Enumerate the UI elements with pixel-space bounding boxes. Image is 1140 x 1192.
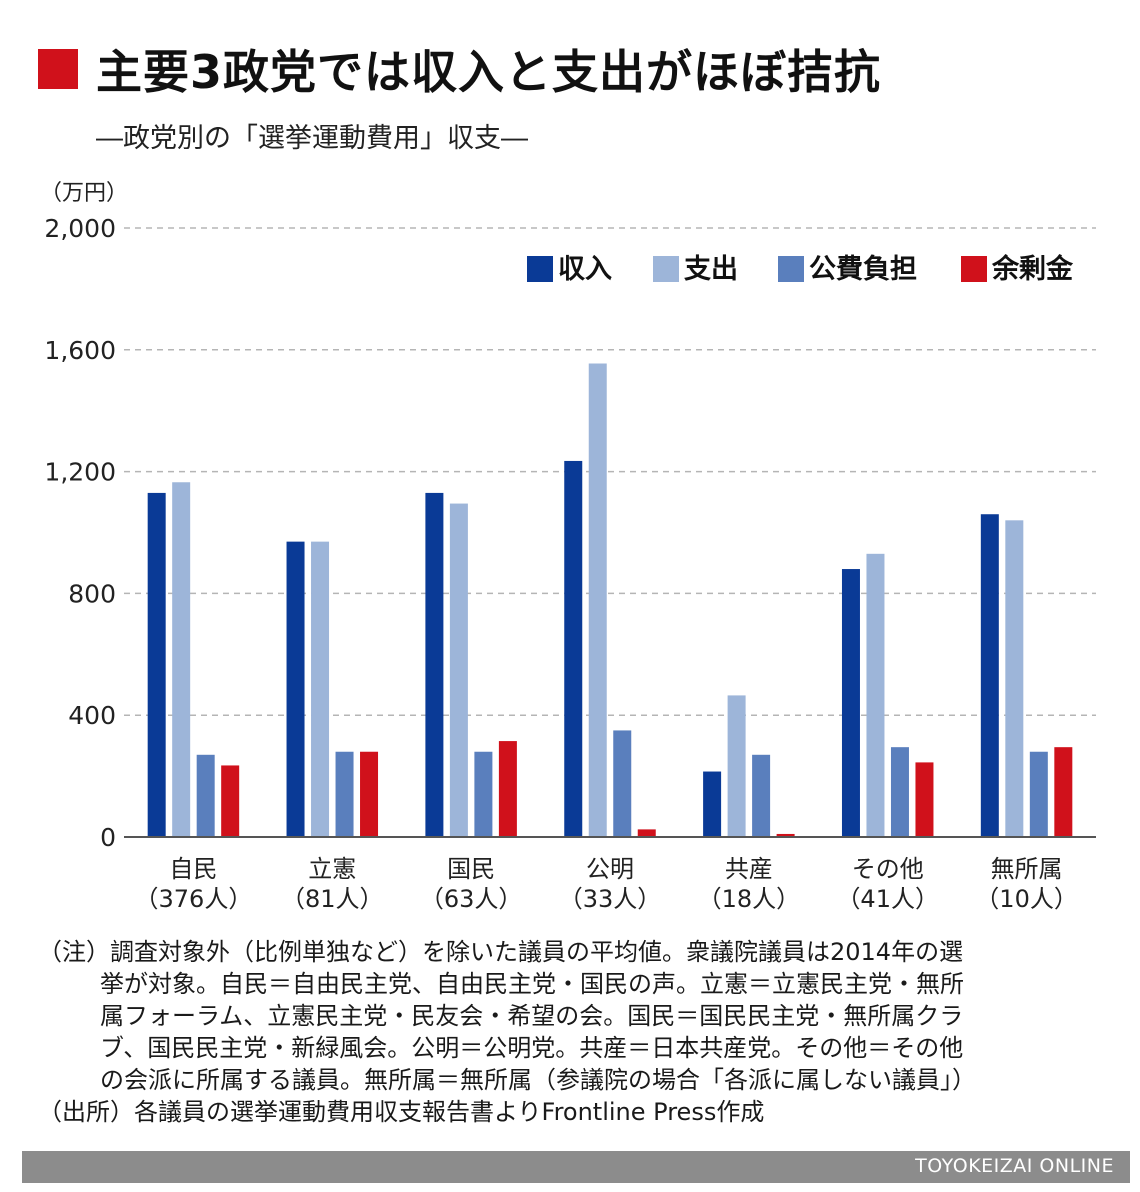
- x-category-label: 公明: [586, 855, 634, 883]
- x-category-count: （376人）: [135, 885, 253, 913]
- notes: （注）調査対象外（比例単独など）を除いた議員の平均値。衆議院議員は2014年の選…: [38, 936, 1108, 1128]
- footer-bar: TOYOKEIZAI ONLINE: [22, 1151, 1130, 1183]
- y-tick-label: 800: [68, 579, 116, 608]
- source-line: （出所）各議員の選挙運動費用収支報告書よりFrontline Press作成: [38, 1098, 765, 1126]
- x-category-label: 国民: [447, 855, 495, 883]
- bar-3: [752, 754, 771, 837]
- chart-subtitle: ―政党別の「選挙運動費用」収支―: [96, 123, 528, 154]
- y-tick-label: 400: [68, 701, 116, 730]
- note-line: ブ、国民民主党・新緑風会。公明＝公明党。共産＝日本共産党。その他＝その他: [100, 1034, 964, 1062]
- chart-title: 主要3政党では収入と支出がほぼ拮抗: [96, 45, 882, 99]
- x-category-label: 共産: [725, 855, 773, 883]
- legend-label: 公費負担: [809, 254, 917, 285]
- legend-swatch: [653, 256, 679, 282]
- bar-2: [172, 482, 191, 837]
- bar-4: [776, 833, 795, 837]
- legend-swatch: [778, 256, 804, 282]
- bar-4: [637, 829, 656, 837]
- x-category-count: （41人）: [836, 885, 939, 913]
- note-line: 属フォーラム、立憲民主党・民友会・希望の会。国民＝国民民主党・無所属クラ: [100, 1002, 964, 1030]
- x-category-count: （81人）: [281, 885, 384, 913]
- bar-1: [980, 514, 999, 837]
- bar-2: [727, 695, 746, 837]
- bar-4: [498, 741, 517, 837]
- x-category-count: （18人）: [698, 885, 801, 913]
- y-tick-label: 1,200: [44, 458, 116, 487]
- x-category-label: 立憲: [308, 855, 356, 883]
- y-unit-label: （万円）: [40, 181, 128, 206]
- x-category-count: （33人）: [559, 885, 662, 913]
- bar-2: [311, 541, 330, 837]
- legend-label: 支出: [684, 254, 738, 285]
- bar-chart: （万円） 0 400 800 1,200 1,600 2,000 自民（376人） 立憲（81人…: [40, 181, 1096, 913]
- bar-3: [474, 751, 493, 837]
- y-tick-label: 0: [100, 823, 116, 852]
- x-category-label: 無所属: [991, 855, 1063, 883]
- bar-4: [360, 751, 379, 837]
- title-square-icon: [38, 49, 78, 89]
- x-category-count: （10人）: [975, 885, 1078, 913]
- bar-3: [196, 754, 215, 837]
- bar-2: [449, 503, 468, 837]
- y-tick-label: 1,600: [44, 336, 116, 365]
- bar-3: [613, 730, 632, 837]
- bar-1: [425, 492, 444, 837]
- bar-3: [335, 751, 354, 837]
- bar-4: [1054, 747, 1073, 837]
- legend-swatch: [527, 256, 553, 282]
- legend-swatch: [961, 256, 987, 282]
- bar-1: [286, 541, 305, 837]
- bar-4: [915, 762, 934, 837]
- y-tick-label: 2,000: [44, 214, 116, 243]
- footer-credit: TOYOKEIZAI ONLINE: [915, 1155, 1114, 1177]
- note-line: の会派に所属する議員。無所属＝無所属（参議院の場合「各派に属しない議員」）: [100, 1066, 976, 1094]
- bar-4: [221, 765, 240, 837]
- note-line: 挙が対象。自民＝自由民主党、自由民主党・国民の声。立憲＝立憲民主党・無所: [100, 970, 964, 998]
- bar-3: [890, 747, 909, 837]
- x-category-label: 自民: [169, 855, 217, 883]
- legend-label: 余剰金: [991, 253, 1074, 285]
- x-category-label: その他: [852, 855, 924, 883]
- bar-3: [1029, 751, 1048, 837]
- bar-1: [564, 460, 583, 837]
- bar-2: [866, 553, 885, 837]
- bar-1: [703, 771, 722, 837]
- bar-1: [841, 569, 860, 837]
- bar-2: [1005, 520, 1024, 837]
- note-line: （注）調査対象外（比例単独など）を除いた議員の平均値。衆議院議員は2014年の選: [38, 938, 964, 966]
- bar-1: [147, 492, 166, 837]
- title-row: 主要3政党では収入と支出がほぼ拮抗: [38, 36, 881, 102]
- legend-label: 収入: [558, 254, 612, 285]
- bar-2: [588, 363, 607, 837]
- x-category-count: （63人）: [420, 885, 523, 913]
